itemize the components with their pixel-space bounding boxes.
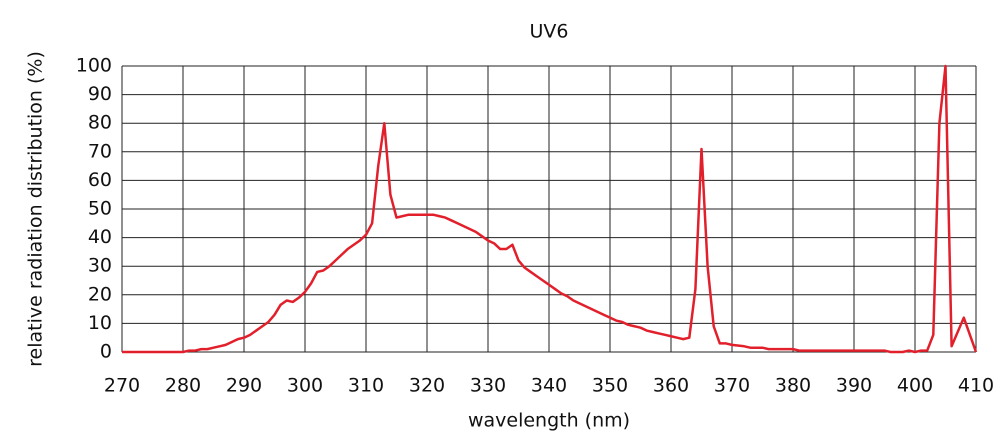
- x-tick-label: 270: [104, 375, 140, 397]
- x-tick-label: 300: [287, 375, 323, 397]
- y-tick-label: 80: [88, 112, 112, 134]
- y-tick-label: 50: [88, 198, 112, 220]
- y-tick-label: 60: [88, 169, 112, 191]
- x-tick-label: 280: [165, 375, 201, 397]
- y-tick-label: 90: [88, 83, 112, 105]
- x-tick-label: 320: [409, 375, 445, 397]
- x-tick-label: 310: [348, 375, 384, 397]
- x-tick-label: 340: [531, 375, 567, 397]
- chart-title: UV6: [530, 21, 569, 43]
- x-tick-label: 370: [714, 375, 750, 397]
- x-tick-label: 400: [897, 375, 933, 397]
- y-tick-label: 10: [88, 312, 112, 334]
- y-tick-label: 70: [88, 140, 112, 162]
- x-axis-label: wavelength (nm): [468, 410, 630, 432]
- y-tick-label: 100: [76, 55, 112, 77]
- y-tick-label: 40: [88, 226, 112, 248]
- data-line: [122, 64, 978, 354]
- y-tick-label: 20: [88, 283, 112, 305]
- x-tick-label: 330: [470, 375, 506, 397]
- y-tick-label: 30: [88, 255, 112, 277]
- x-tick-label: 360: [653, 375, 689, 397]
- x-tick-label: 410: [958, 375, 994, 397]
- x-tick-label: 350: [592, 375, 628, 397]
- y-tick-label: 0: [100, 341, 112, 363]
- x-tick-label: 390: [836, 375, 872, 397]
- x-tick-label: 290: [226, 375, 262, 397]
- x-tick-label: 380: [775, 375, 811, 397]
- y-axis-label: relative radiation distribution (%): [25, 51, 47, 367]
